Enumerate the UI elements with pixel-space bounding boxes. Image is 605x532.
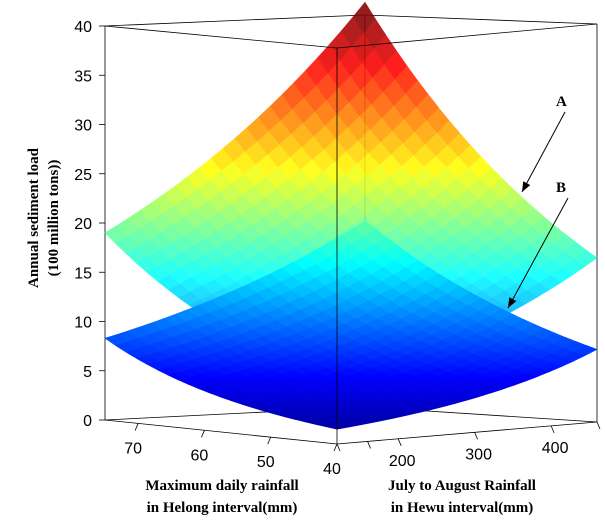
x-tick-label: 60 [191, 447, 209, 464]
z-tick-label: 5 [83, 364, 92, 381]
z-axis-label-line1: Annual sediment load [26, 147, 42, 288]
surface-b-patch [573, 345, 598, 356]
box-edge-top-right-front [336, 23, 598, 49]
y-axis-label-line1: July to August Rainfall [388, 478, 536, 494]
box-edge-top-left-front [104, 25, 338, 49]
annotations: A B [507, 94, 569, 309]
z-axis-label-line2: (100 million tons)) [46, 160, 62, 277]
y-tick [550, 425, 555, 434]
annotation-b-arrow-head [508, 297, 517, 308]
box-edge-top-left-back [104, 14, 366, 27]
annotation-a: A [556, 94, 567, 110]
x-tick-label: 50 [257, 454, 275, 471]
bounding-box-front [104, 23, 598, 445]
annotation-b-arrow [507, 197, 569, 309]
ticks: 0 5 10 15 20 25 30 35 40 70 60 50 40 200 300 400 [74, 19, 601, 478]
z-tick-label: 0 [83, 413, 92, 430]
x-tick-label: 70 [124, 440, 142, 457]
y-axis-label-line2: in Hewu interval(mm) [391, 500, 533, 516]
x-tick [134, 423, 139, 431]
z-tick-label: 15 [74, 265, 92, 282]
z-tick-label: 35 [74, 68, 92, 85]
y-tick-label: 400 [542, 440, 569, 457]
y-tick [596, 421, 601, 430]
z-tick-label: 10 [74, 315, 92, 332]
z-tick-label: 25 [74, 167, 92, 184]
y-tick-label: 200 [389, 453, 416, 470]
surfaces [104, 1, 598, 430]
box-edge-floor-left-front [104, 419, 338, 445]
y-tick [336, 443, 341, 452]
z-tick-label: 20 [74, 216, 92, 233]
y-tick [474, 432, 479, 440]
z-tick-label: 30 [74, 118, 92, 135]
x-axis-label-line2: in Helong interval(mm) [147, 500, 298, 516]
surface-a-patch [574, 249, 598, 267]
x-tick [333, 443, 338, 452]
box-edge-floor-right-front [336, 421, 598, 445]
x-tick-label: 40 [323, 461, 341, 478]
x-axis-label-line1: Maximum daily rainfall [145, 478, 298, 494]
x-tick [267, 436, 272, 445]
y-tick-label: 300 [465, 446, 492, 463]
x-tick [201, 430, 205, 438]
annotation-a-arrow-head [522, 181, 531, 192]
box-edge-top-right-back [364, 14, 598, 25]
y-tick [367, 441, 371, 449]
annotation-a-arrow [521, 111, 566, 193]
z-tick-label: 40 [74, 19, 92, 36]
y-tick [397, 438, 402, 446]
annotation-b: B [556, 180, 566, 196]
surface-b [104, 220, 598, 430]
